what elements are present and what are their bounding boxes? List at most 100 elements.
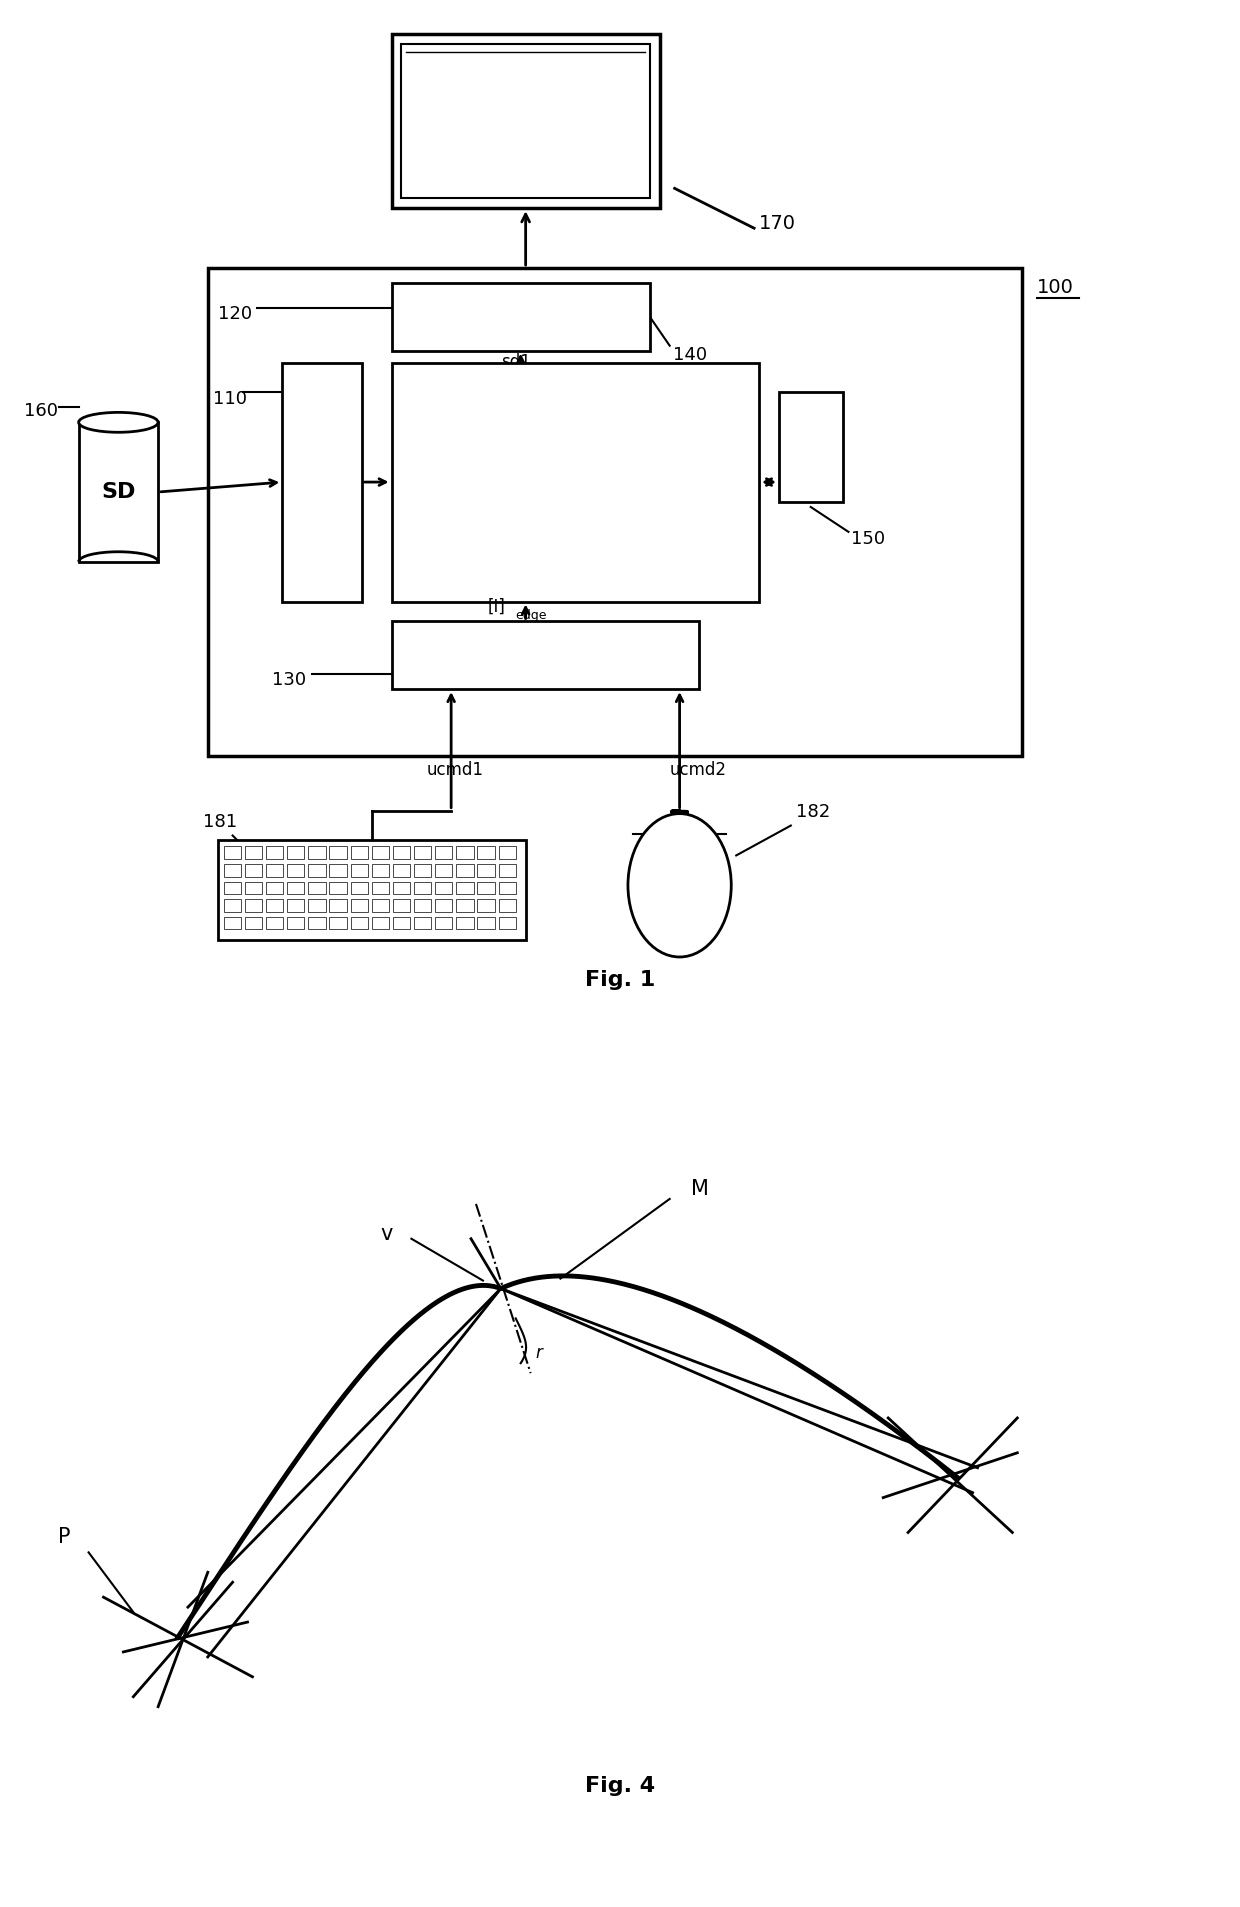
Bar — [288, 917, 305, 929]
Bar — [392, 362, 759, 601]
Text: P: P — [57, 1528, 69, 1547]
Bar — [309, 881, 326, 894]
Bar — [265, 847, 283, 858]
Bar — [456, 917, 474, 929]
Bar — [393, 898, 410, 912]
Text: 170: 170 — [759, 214, 796, 233]
Bar — [223, 917, 241, 929]
Bar — [392, 622, 699, 688]
Bar — [223, 881, 241, 894]
Text: 140: 140 — [672, 345, 707, 364]
Bar — [477, 917, 495, 929]
Text: Fig. 1: Fig. 1 — [585, 971, 655, 990]
Bar — [223, 864, 241, 877]
Bar — [498, 864, 516, 877]
Text: edge: edge — [516, 608, 547, 622]
Text: 100: 100 — [1037, 278, 1074, 297]
Bar — [223, 847, 241, 858]
Bar — [392, 282, 650, 351]
Bar — [477, 898, 495, 912]
Bar — [435, 898, 453, 912]
Bar — [78, 421, 159, 563]
Bar — [372, 864, 389, 877]
Bar — [244, 881, 262, 894]
Ellipse shape — [78, 412, 159, 433]
Bar — [244, 864, 262, 877]
Text: ucmd1: ucmd1 — [427, 761, 484, 778]
Text: SD: SD — [102, 482, 135, 502]
Bar — [477, 847, 495, 858]
Bar — [288, 864, 305, 877]
Bar — [351, 847, 368, 858]
Bar — [265, 864, 283, 877]
Bar — [351, 881, 368, 894]
Text: 181: 181 — [203, 812, 237, 831]
Bar — [283, 362, 362, 601]
Bar — [393, 847, 410, 858]
Bar — [265, 917, 283, 929]
Bar — [265, 898, 283, 912]
Bar — [393, 917, 410, 929]
Bar — [330, 881, 347, 894]
Bar — [498, 847, 516, 858]
Bar — [309, 917, 326, 929]
Bar — [218, 841, 526, 940]
Bar — [330, 898, 347, 912]
Ellipse shape — [627, 814, 732, 957]
Bar — [244, 917, 262, 929]
Bar — [288, 881, 305, 894]
Text: sd2: sd2 — [501, 370, 531, 389]
Bar — [456, 898, 474, 912]
Bar — [414, 864, 432, 877]
Text: [I]: [I] — [487, 597, 506, 616]
Bar — [372, 917, 389, 929]
Bar — [435, 917, 453, 929]
Bar — [244, 847, 262, 858]
Bar — [498, 917, 516, 929]
Bar — [288, 898, 305, 912]
Text: 182: 182 — [796, 803, 830, 820]
Bar — [402, 44, 650, 198]
Text: Fig. 4: Fig. 4 — [585, 1777, 655, 1796]
Bar — [330, 917, 347, 929]
Bar — [351, 864, 368, 877]
Bar — [309, 847, 326, 858]
Text: 110: 110 — [213, 391, 247, 408]
Bar — [414, 898, 432, 912]
Bar — [498, 881, 516, 894]
Text: 130: 130 — [273, 671, 306, 688]
Bar — [393, 864, 410, 877]
Bar — [351, 917, 368, 929]
Bar — [414, 881, 432, 894]
Bar — [372, 847, 389, 858]
Bar — [208, 269, 1022, 755]
Bar — [309, 864, 326, 877]
Bar — [414, 917, 432, 929]
Bar — [244, 898, 262, 912]
Bar — [392, 34, 660, 208]
Bar — [393, 881, 410, 894]
Bar — [456, 864, 474, 877]
Bar — [477, 864, 495, 877]
Text: 150: 150 — [852, 530, 885, 547]
Bar — [372, 881, 389, 894]
Bar — [456, 847, 474, 858]
Text: ucmd2: ucmd2 — [670, 761, 727, 778]
Bar — [435, 881, 453, 894]
Bar — [498, 898, 516, 912]
Text: v: v — [381, 1224, 393, 1243]
Bar — [414, 847, 432, 858]
Text: r: r — [536, 1344, 542, 1362]
Bar — [477, 881, 495, 894]
Bar — [456, 881, 474, 894]
Text: M: M — [691, 1179, 708, 1200]
Text: 160: 160 — [24, 402, 58, 420]
Bar — [435, 864, 453, 877]
Bar — [265, 881, 283, 894]
Text: sd1: sd1 — [501, 353, 531, 370]
Bar — [309, 898, 326, 912]
Bar — [223, 898, 241, 912]
Text: 120: 120 — [218, 305, 252, 322]
Bar — [330, 864, 347, 877]
Bar — [288, 847, 305, 858]
